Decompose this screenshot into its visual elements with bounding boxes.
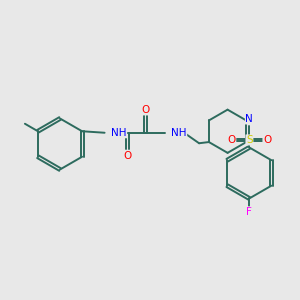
Text: S: S <box>246 135 253 145</box>
Text: NH: NH <box>171 128 187 138</box>
Text: O: O <box>141 105 149 115</box>
Text: N: N <box>245 114 253 124</box>
Text: O: O <box>263 135 272 145</box>
Text: O: O <box>123 151 131 161</box>
Text: O: O <box>227 135 236 145</box>
Text: F: F <box>246 207 252 217</box>
Text: NH: NH <box>111 128 127 138</box>
